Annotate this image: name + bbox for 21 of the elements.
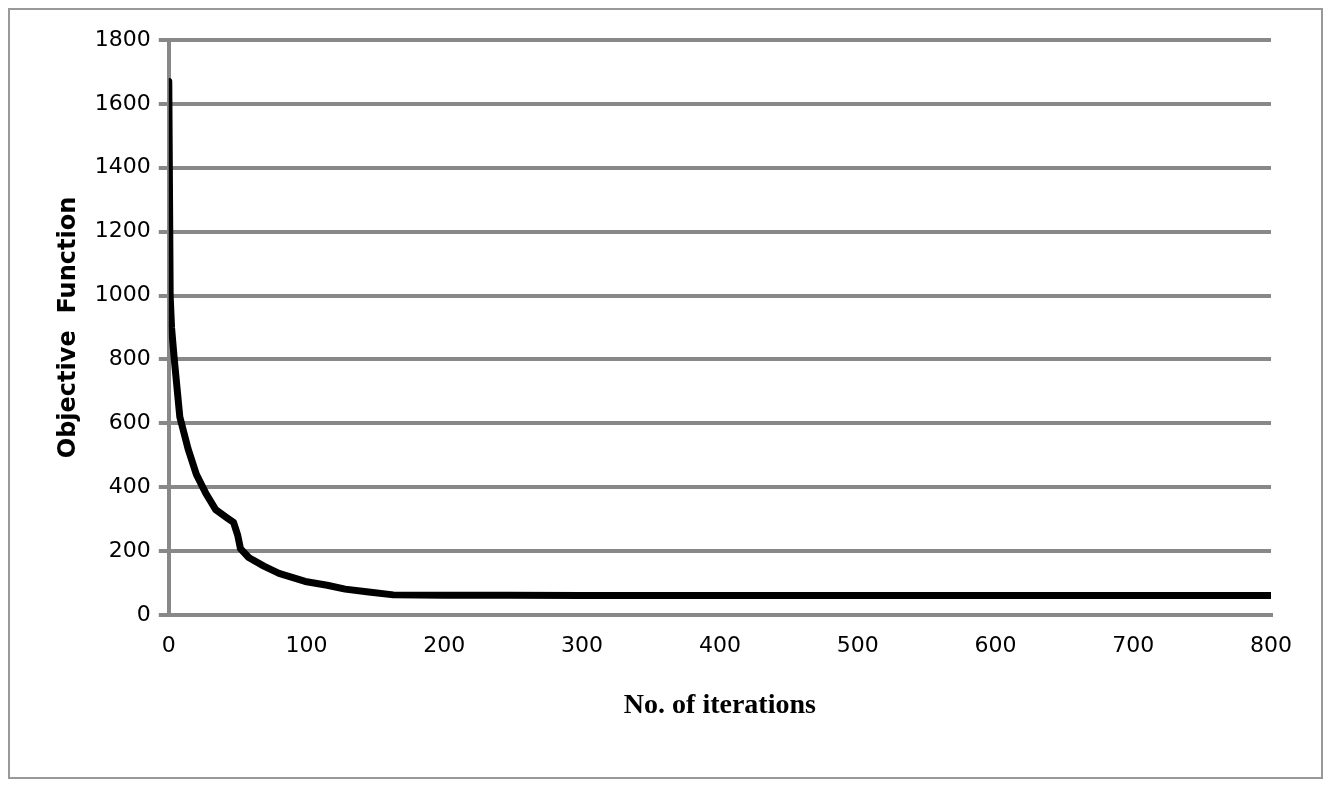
x-tick-label: 200 xyxy=(423,631,466,657)
x-tick-label: 600 xyxy=(974,631,1017,657)
x-tick-label: 800 xyxy=(1250,631,1292,657)
y-tick-label: 400 xyxy=(108,472,151,498)
x-tick-label: 300 xyxy=(561,631,604,657)
y-tick-label: 0 xyxy=(136,600,151,626)
y-axis-title: Objective Function xyxy=(52,196,81,459)
y-tick-label: 200 xyxy=(108,536,151,562)
x-tick-label: 400 xyxy=(698,631,741,657)
x-axis-title: No. of iterations xyxy=(623,688,817,720)
x-tick-label: 500 xyxy=(836,631,879,657)
y-tick-label: 800 xyxy=(108,345,151,371)
x-tick-label: 0 xyxy=(161,631,176,657)
y-tick-label: 1400 xyxy=(94,153,151,179)
x-tick-label: 700 xyxy=(1112,631,1155,657)
x-tick-label: 100 xyxy=(285,631,328,657)
y-tick-label: 1800 xyxy=(94,25,151,51)
y-tick-label: 1600 xyxy=(94,89,151,115)
y-tick-label: 1000 xyxy=(94,281,151,307)
y-tick-label: 1200 xyxy=(94,217,151,243)
y-tick-label: 600 xyxy=(108,409,151,435)
